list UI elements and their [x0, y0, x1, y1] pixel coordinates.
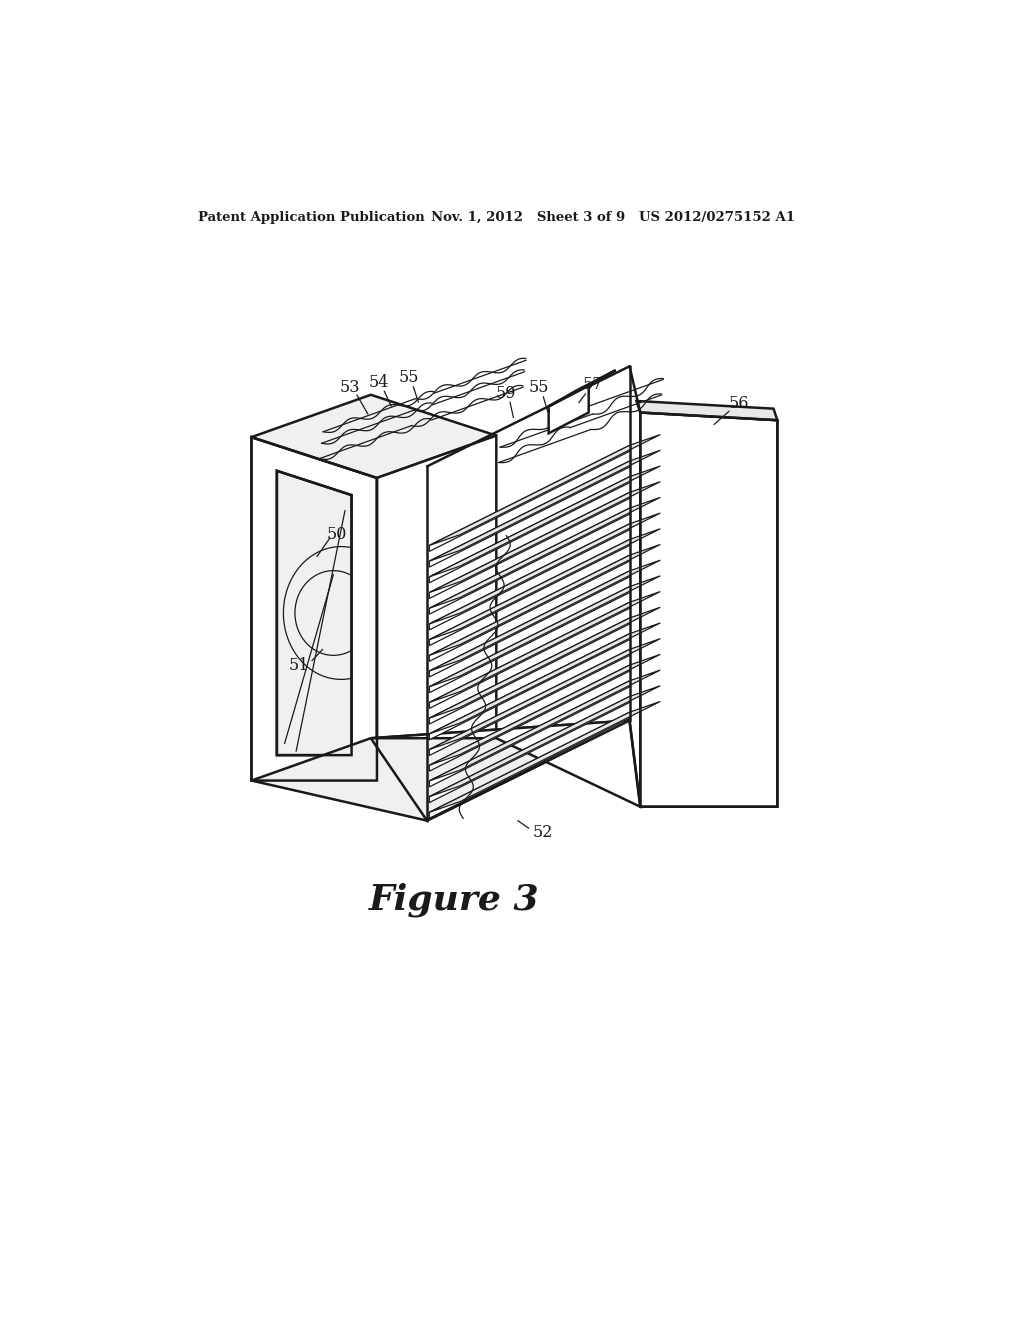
Polygon shape	[276, 471, 351, 755]
Polygon shape	[429, 681, 630, 787]
Polygon shape	[429, 450, 660, 561]
Polygon shape	[429, 701, 660, 812]
Polygon shape	[429, 665, 630, 771]
Polygon shape	[429, 586, 630, 693]
Polygon shape	[252, 395, 497, 478]
Text: 53: 53	[340, 379, 360, 396]
Polygon shape	[429, 602, 630, 709]
Polygon shape	[429, 686, 660, 797]
Text: 55: 55	[528, 379, 549, 396]
Text: 52: 52	[532, 824, 553, 841]
Text: 51: 51	[288, 656, 308, 673]
Polygon shape	[429, 477, 630, 583]
Polygon shape	[429, 623, 660, 734]
Polygon shape	[429, 560, 660, 671]
Polygon shape	[429, 529, 660, 640]
Text: 55: 55	[399, 370, 420, 387]
Polygon shape	[429, 572, 630, 677]
Polygon shape	[637, 401, 777, 420]
Text: Figure 3: Figure 3	[369, 882, 540, 916]
Polygon shape	[429, 461, 630, 568]
Polygon shape	[429, 607, 660, 718]
Text: Patent Application Publication: Patent Application Publication	[199, 211, 425, 224]
Text: 59: 59	[496, 384, 516, 401]
Text: 57: 57	[583, 375, 603, 392]
Polygon shape	[429, 591, 660, 702]
Polygon shape	[549, 385, 589, 433]
Text: US 2012/0275152 A1: US 2012/0275152 A1	[639, 211, 795, 224]
Polygon shape	[252, 437, 377, 780]
Polygon shape	[377, 436, 497, 780]
Polygon shape	[429, 508, 630, 614]
Polygon shape	[429, 540, 630, 645]
Polygon shape	[429, 498, 660, 609]
Polygon shape	[429, 639, 660, 750]
Polygon shape	[371, 721, 640, 807]
Polygon shape	[640, 412, 777, 807]
Polygon shape	[429, 482, 660, 593]
Polygon shape	[252, 721, 630, 821]
Polygon shape	[429, 466, 660, 577]
Polygon shape	[429, 634, 630, 739]
Text: 50: 50	[327, 525, 347, 543]
Polygon shape	[429, 556, 630, 661]
Text: Nov. 1, 2012   Sheet 3 of 9: Nov. 1, 2012 Sheet 3 of 9	[431, 211, 625, 224]
Polygon shape	[429, 544, 660, 655]
Polygon shape	[429, 445, 630, 552]
Text: 56: 56	[729, 395, 750, 412]
Polygon shape	[549, 370, 615, 407]
Text: 54: 54	[369, 374, 389, 391]
Polygon shape	[429, 576, 660, 686]
Polygon shape	[429, 655, 660, 766]
Polygon shape	[429, 671, 660, 781]
Polygon shape	[429, 434, 660, 545]
Polygon shape	[429, 697, 630, 803]
Polygon shape	[429, 492, 630, 598]
Polygon shape	[429, 618, 630, 725]
Polygon shape	[429, 524, 630, 630]
Polygon shape	[429, 713, 630, 818]
Polygon shape	[429, 649, 630, 755]
Polygon shape	[429, 513, 660, 624]
